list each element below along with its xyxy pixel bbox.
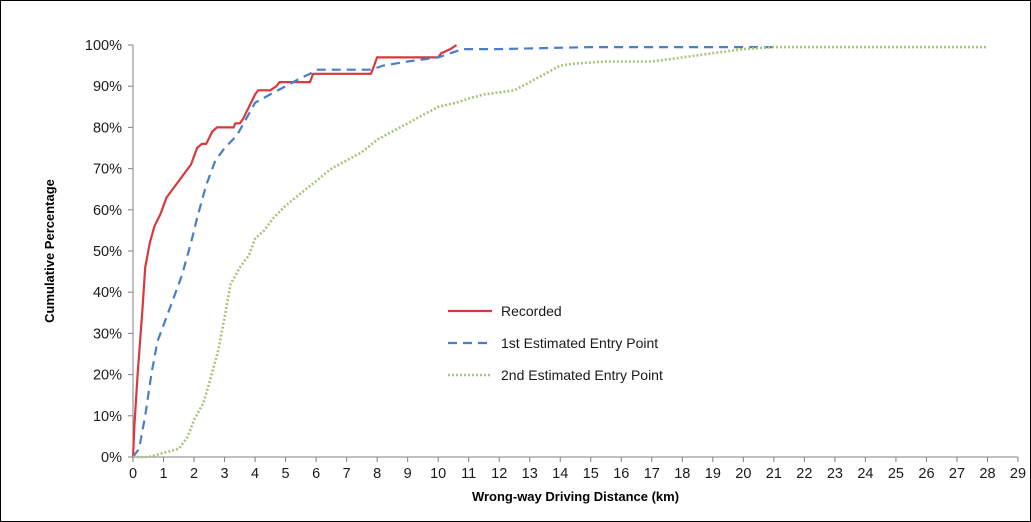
x-tick-label-25: 25 xyxy=(888,466,904,482)
x-tick-label-24: 24 xyxy=(857,466,873,482)
y-tick-label-0pct: 0% xyxy=(101,450,122,466)
x-tick-label-18: 18 xyxy=(674,466,690,482)
x-tick-label-3: 3 xyxy=(221,466,229,482)
y-tick-label-20pct: 20% xyxy=(93,368,122,384)
y-axis-title: Cumulative Percentage xyxy=(42,179,57,323)
x-tick-label-7: 7 xyxy=(343,466,351,482)
x-tick-label-5: 5 xyxy=(282,466,290,482)
x-tick-label-17: 17 xyxy=(644,466,660,482)
y-tick-label-60pct: 60% xyxy=(93,203,122,219)
axes xyxy=(132,45,1018,458)
y-tick-label-70pct: 70% xyxy=(93,162,122,178)
x-tick-label-11: 11 xyxy=(461,466,476,482)
x-tick-label-12: 12 xyxy=(491,466,507,482)
y-tick-label-30pct: 30% xyxy=(93,326,122,342)
legend-label-recorded: Recorded xyxy=(501,303,562,319)
x-tick-label-20: 20 xyxy=(735,466,751,482)
x-tick-label-10: 10 xyxy=(430,466,446,482)
x-tick-label-8: 8 xyxy=(373,466,381,482)
x-tick-label-19: 19 xyxy=(705,466,721,482)
x-tick-label-21: 21 xyxy=(766,466,782,482)
x-tick-label-0: 0 xyxy=(129,466,137,482)
y-tick-label-100pct: 100% xyxy=(85,38,122,54)
x-tick-label-4: 4 xyxy=(251,466,259,482)
tick-labels: 0 1 2 3 4 5 6 7 8 9 10 11 12 13 14 15 16 17 18 19 20 21 22 23 24… xyxy=(85,38,1026,482)
x-tick-label-14: 14 xyxy=(552,466,568,482)
x-tick-label-16: 16 xyxy=(613,466,629,482)
y-tick-label-80pct: 80% xyxy=(93,120,122,136)
x-axis-title: Wrong-way Driving Distance (km) xyxy=(472,489,679,504)
series-line-recorded xyxy=(131,44,458,458)
x-tick-label-22: 22 xyxy=(796,466,812,482)
legend-label-1st-estimated-entry-point: 1st Estimated Entry Point xyxy=(501,335,658,351)
x-tick-label-15: 15 xyxy=(583,466,599,482)
y-tick-label-10pct: 10% xyxy=(93,409,122,425)
y-tick-label-50pct: 50% xyxy=(93,244,122,260)
x-tick-label-9: 9 xyxy=(404,466,412,482)
legend-label-2nd-estimated-entry-point: 2nd Estimated Entry Point xyxy=(501,367,663,383)
x-tick-label-1: 1 xyxy=(159,466,167,482)
x-tick-label-27: 27 xyxy=(949,466,965,482)
legend: Recorded 1st Estimated Entry Point 2nd E… xyxy=(448,303,663,383)
x-tick-label-23: 23 xyxy=(827,466,843,482)
series-line-1st-estimated-entry-point xyxy=(132,45,774,458)
x-tick-label-28: 28 xyxy=(979,466,995,482)
x-tick-label-13: 13 xyxy=(522,466,538,482)
y-tick-label-90pct: 90% xyxy=(93,79,122,95)
x-tick-label-26: 26 xyxy=(918,466,934,482)
tick-marks xyxy=(128,44,1019,462)
y-tick-label-40pct: 40% xyxy=(93,285,122,301)
x-tick-label-2: 2 xyxy=(190,466,198,482)
series-lines xyxy=(131,44,988,459)
x-tick-label-29: 29 xyxy=(1010,466,1026,482)
x-tick-label-6: 6 xyxy=(312,466,320,482)
series-line-2nd-estimated-entry-point xyxy=(133,45,988,459)
